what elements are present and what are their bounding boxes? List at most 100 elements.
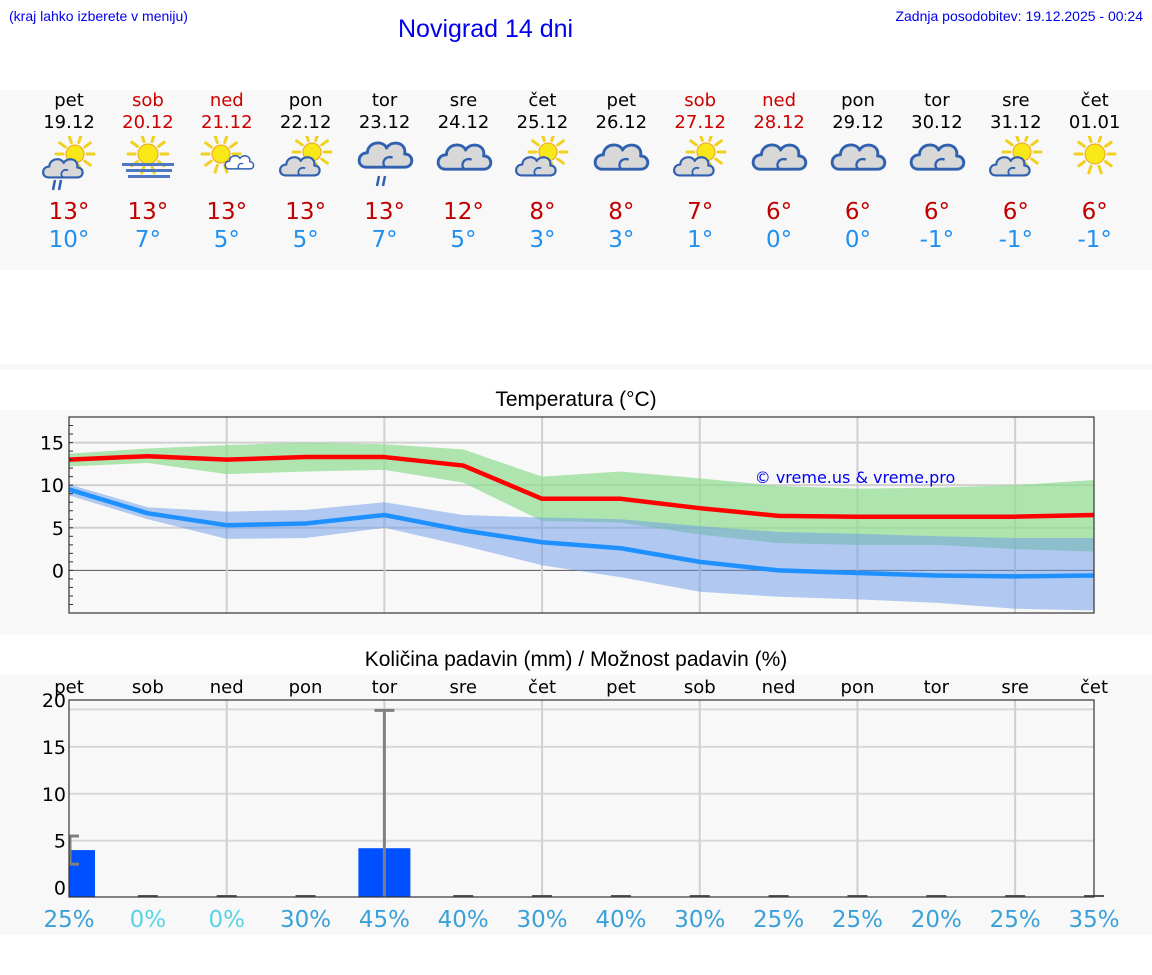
svg-text:25%: 25% bbox=[990, 907, 1041, 933]
day-date: 21.12 bbox=[201, 112, 253, 133]
day-date: 20.12 bbox=[122, 112, 174, 133]
min-temperature: -1° bbox=[998, 227, 1034, 253]
day-column: sre 24.12 12° 5° bbox=[424, 90, 504, 254]
sun-cloud-icon bbox=[988, 132, 1043, 177]
min-temperature: 1° bbox=[687, 227, 714, 253]
svg-text:pet: pet bbox=[606, 677, 636, 698]
day-column: pon 22.12 13° 5° bbox=[266, 90, 346, 254]
day-name: čet bbox=[1080, 90, 1109, 111]
day-name: sre bbox=[449, 90, 478, 111]
day-date: 22.12 bbox=[279, 112, 332, 133]
svg-text:sob: sob bbox=[132, 677, 164, 698]
day-date: 26.12 bbox=[595, 112, 648, 133]
svg-text:10: 10 bbox=[40, 475, 64, 497]
svg-text:25%: 25% bbox=[43, 907, 94, 933]
day-column: pon 29.12 6° 0° bbox=[818, 90, 898, 254]
max-temperature: 6° bbox=[844, 199, 872, 225]
day-name: sob bbox=[131, 90, 164, 111]
day-name: čet bbox=[528, 90, 557, 111]
svg-text:ned: ned bbox=[762, 677, 796, 698]
sun-icon bbox=[1073, 133, 1117, 175]
svg-text:pon: pon bbox=[289, 677, 323, 698]
max-temperature: 13° bbox=[48, 199, 90, 225]
svg-text:25%: 25% bbox=[832, 907, 883, 933]
min-temperature: 7° bbox=[371, 227, 398, 253]
day-date: 30.12 bbox=[911, 112, 963, 133]
last-updated: Zadnja posodobitev: 19.12.2025 - 00:24 bbox=[895, 8, 1143, 24]
day-name: pet bbox=[606, 90, 637, 111]
day-name: pon bbox=[841, 90, 875, 111]
temperature-chart: 0 5 10 15 © vreme.us & vreme.pro bbox=[40, 416, 1095, 614]
day-column: čet 01.01 6° -1° bbox=[1055, 90, 1135, 254]
separator bbox=[0, 364, 1152, 370]
day-column: pet 19.12 13° 10° bbox=[29, 90, 109, 254]
svg-text:35%: 35% bbox=[1068, 907, 1119, 933]
temperature-chart-panel: 0 5 10 15 © vreme.us & vreme.pro bbox=[0, 410, 1152, 635]
max-temperature: 6° bbox=[1081, 199, 1108, 225]
day-column: ned 28.12 6° 0° bbox=[739, 90, 819, 254]
cloud-icon bbox=[909, 143, 966, 171]
cloud-icon bbox=[594, 143, 650, 171]
min-temperature: 10° bbox=[48, 227, 90, 253]
day-column: pet 26.12 8° 3° bbox=[581, 90, 661, 254]
svg-text:0%: 0% bbox=[208, 907, 245, 933]
svg-text:15: 15 bbox=[42, 737, 66, 759]
svg-text:40%: 40% bbox=[438, 907, 489, 933]
min-temperature: 3° bbox=[529, 227, 556, 253]
cloud-icon bbox=[751, 143, 808, 171]
day-date: 23.12 bbox=[358, 112, 411, 133]
min-temperature: 5° bbox=[292, 227, 319, 253]
day-name: ned bbox=[762, 90, 797, 111]
page-title: Novigrad 14 dni bbox=[398, 15, 574, 43]
min-temperature: 7° bbox=[134, 227, 161, 253]
svg-text:25%: 25% bbox=[753, 907, 804, 933]
svg-text:0%: 0% bbox=[130, 907, 167, 933]
min-temperature: -1° bbox=[919, 227, 955, 253]
day-name: pon bbox=[288, 90, 323, 111]
svg-text:30%: 30% bbox=[674, 907, 725, 933]
svg-text:tor: tor bbox=[924, 677, 950, 698]
min-temperature: 0° bbox=[844, 227, 872, 253]
svg-text:čet: čet bbox=[528, 677, 556, 698]
svg-text:15: 15 bbox=[40, 433, 64, 455]
day-column: tor 30.12 6° -1° bbox=[897, 90, 977, 254]
svg-text:30%: 30% bbox=[280, 907, 331, 933]
sun-cloud-icon bbox=[278, 132, 333, 177]
day-column: sob 27.12 7° 1° bbox=[660, 90, 740, 254]
day-date: 27.12 bbox=[674, 112, 726, 133]
svg-text:pet: pet bbox=[54, 677, 84, 698]
sun-cloud-icon bbox=[673, 132, 727, 177]
day-column: sob 20.12 13° 7° bbox=[108, 90, 188, 254]
day-column: čet 25.12 8° 3° bbox=[502, 90, 582, 254]
max-temperature: 13° bbox=[206, 199, 248, 225]
cloud-rain-icon bbox=[357, 141, 413, 187]
max-temperature: 7° bbox=[687, 199, 714, 225]
max-temperature: 6° bbox=[1002, 199, 1029, 225]
cloud-icon bbox=[436, 143, 492, 171]
day-column: sre 31.12 6° -1° bbox=[976, 90, 1056, 254]
max-temperature: 12° bbox=[443, 199, 484, 225]
min-temperature: 5° bbox=[450, 227, 477, 253]
min-temperature: 0° bbox=[766, 227, 793, 253]
day-date: 19.12 bbox=[43, 112, 95, 133]
svg-text:sre: sre bbox=[449, 677, 476, 698]
day-name: ned bbox=[209, 90, 244, 111]
day-name: tor bbox=[371, 90, 398, 111]
day-name: pet bbox=[54, 90, 84, 111]
sun-fog-icon bbox=[121, 133, 174, 178]
svg-text:pon: pon bbox=[841, 677, 875, 698]
temperature-chart-title: Temperatura (°C) bbox=[495, 388, 657, 411]
max-temperature: 6° bbox=[923, 199, 950, 225]
daily-forecast-strip: pet 19.12 13° 10° sob 20.12 13° 7° ned 21.12 13° 5°… bbox=[0, 90, 1152, 270]
max-temperature: 6° bbox=[766, 199, 793, 225]
day-name: sob bbox=[684, 90, 717, 111]
sun-cloud-rain-icon bbox=[42, 134, 96, 191]
svg-text:sre: sre bbox=[1001, 677, 1028, 698]
cloud-icon bbox=[830, 143, 887, 171]
max-temperature: 8° bbox=[608, 199, 635, 225]
max-temperature: 13° bbox=[127, 199, 169, 225]
svg-text:čet: čet bbox=[1080, 677, 1108, 698]
max-temperature: 8° bbox=[529, 199, 556, 225]
min-temperature: 3° bbox=[608, 227, 635, 253]
svg-text:0: 0 bbox=[54, 878, 66, 900]
